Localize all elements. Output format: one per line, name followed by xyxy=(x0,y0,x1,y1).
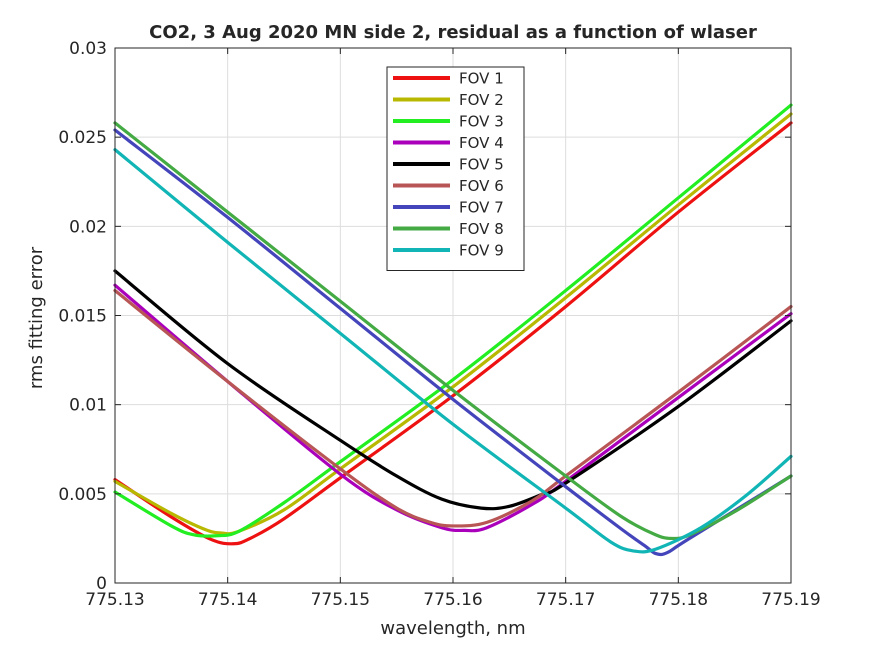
x-tick-label: 775.19 xyxy=(761,590,820,610)
x-tick-label: 775.17 xyxy=(536,590,595,610)
series-layer xyxy=(113,103,793,557)
y-tick-label: 0.01 xyxy=(69,396,107,416)
series-line-fov-9 xyxy=(113,148,793,554)
x-tick-label: 775.15 xyxy=(311,590,370,610)
y-axis-label: rms fitting error xyxy=(26,246,47,389)
y-tick-label: 0.025 xyxy=(58,128,107,148)
legend: FOV 1 FOV 2 FOV 3 FOV 4 FOV 5 FOV 6 FOV 7 FOV 8… xyxy=(386,66,525,271)
legend-label: FOV 8 xyxy=(459,220,504,238)
chart-title: CO2, 3 Aug 2020 MN side 2, residual as a… xyxy=(149,22,757,43)
y-tick-label: 0.03 xyxy=(69,39,107,59)
series-line-fov-1 xyxy=(113,121,793,546)
legend-label: FOV 3 xyxy=(459,113,504,131)
legend-label: FOV 1 xyxy=(459,70,504,88)
series-line-fov-6 xyxy=(113,288,793,528)
x-tick-label: 775.18 xyxy=(649,590,708,610)
x-tick-label: 775.16 xyxy=(423,590,482,610)
y-tick-label: 0.005 xyxy=(58,485,107,505)
legend-label: FOV 9 xyxy=(459,242,504,260)
legend-box xyxy=(386,66,525,271)
series-line-fov-5 xyxy=(113,269,793,511)
ticks: 775.13 775.14 775.15 775.16 775.17 775.18 775.… xyxy=(58,39,820,610)
x-tick-label: 775.14 xyxy=(198,590,257,610)
legend-label: FOV 4 xyxy=(459,134,504,152)
y-tick-label: 0.02 xyxy=(69,217,107,237)
series-line-fov-7 xyxy=(113,128,793,557)
x-tick-label: 775.13 xyxy=(85,590,144,610)
legend-label: FOV 6 xyxy=(459,177,504,195)
legend-label: FOV 5 xyxy=(459,156,504,174)
y-tick-label: 0.015 xyxy=(58,307,107,327)
legend-label: FOV 2 xyxy=(459,91,504,109)
series-line-fov-2 xyxy=(113,112,793,536)
legend-label: FOV 7 xyxy=(459,199,504,217)
y-tick-label: 0 xyxy=(96,574,107,594)
x-axis-label: wavelength, nm xyxy=(380,618,525,639)
